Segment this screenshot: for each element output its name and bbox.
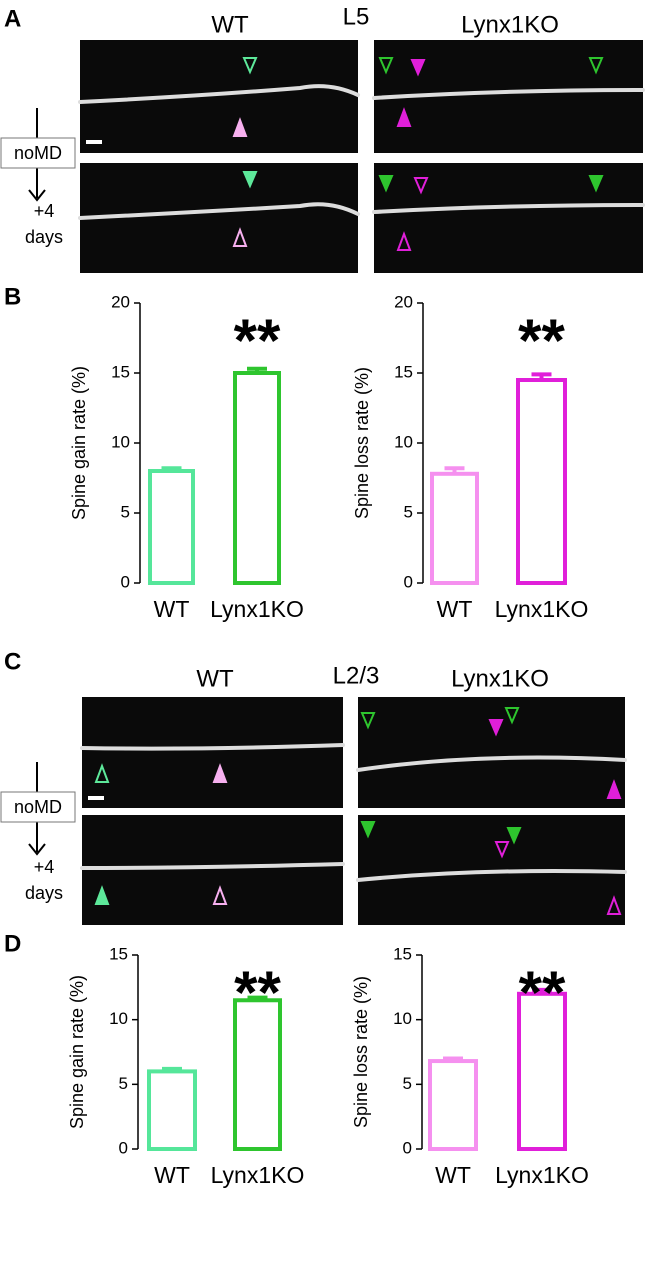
y-tick-label: 10 bbox=[393, 1009, 412, 1028]
condition-label: noMD bbox=[14, 143, 62, 163]
y-tick-label: 10 bbox=[111, 432, 130, 451]
error-bar bbox=[247, 995, 268, 1001]
x-tick-label: WT bbox=[154, 596, 190, 622]
image bbox=[374, 163, 643, 273]
image bbox=[358, 697, 625, 808]
y-axis-label: Spine loss rate (%) bbox=[351, 976, 371, 1128]
y-tick-label: 10 bbox=[109, 1009, 128, 1028]
significance: ** bbox=[234, 307, 281, 374]
panel-letter: C bbox=[4, 648, 21, 675]
micrographs bbox=[78, 40, 645, 925]
y-tick-label: 10 bbox=[394, 432, 413, 451]
layer-label: L2/3 bbox=[333, 662, 380, 689]
y-tick-label: 0 bbox=[403, 1138, 412, 1157]
x-tick-label: Lynx1KO bbox=[210, 596, 304, 622]
image bbox=[82, 697, 343, 808]
image bbox=[80, 40, 358, 153]
error-bar bbox=[161, 466, 182, 471]
bar bbox=[516, 378, 567, 585]
bar bbox=[233, 371, 281, 585]
image bbox=[82, 815, 343, 925]
y-axis-label: Spine gain rate (%) bbox=[67, 975, 87, 1129]
y-axis-label: Spine gain rate (%) bbox=[69, 366, 89, 520]
y-tick-label: 15 bbox=[109, 944, 128, 963]
bar bbox=[148, 469, 195, 585]
bar bbox=[430, 471, 479, 585]
x-tick-label: Lynx1KO bbox=[495, 596, 589, 622]
panel-letter: B bbox=[4, 283, 21, 310]
dendrites bbox=[78, 84, 645, 882]
error-bar bbox=[162, 1066, 182, 1072]
y-tick-label: 20 bbox=[111, 292, 130, 311]
bar bbox=[428, 1059, 478, 1152]
y-tick-label: 20 bbox=[394, 292, 413, 311]
y-tick-label: 15 bbox=[394, 362, 413, 381]
y-tick-label: 0 bbox=[404, 572, 413, 591]
y-tick-label: 0 bbox=[121, 572, 130, 591]
group-label: WT bbox=[196, 665, 234, 692]
panel-letter: A bbox=[4, 5, 21, 32]
x-tick-label: Lynx1KO bbox=[495, 1162, 589, 1188]
error-bar bbox=[531, 372, 552, 380]
arrowheads bbox=[94, 57, 622, 915]
y-axis-label: Spine loss rate (%) bbox=[352, 367, 372, 519]
condition-label: days bbox=[25, 227, 63, 247]
group-label: Lynx1KO bbox=[461, 11, 559, 38]
error-bar bbox=[444, 466, 465, 474]
significance: ** bbox=[234, 959, 281, 1026]
y-tick-label: 5 bbox=[121, 502, 130, 521]
x-tick-label: Lynx1KO bbox=[211, 1162, 305, 1188]
y-tick-label: 5 bbox=[119, 1074, 128, 1093]
condition-label: +4 bbox=[34, 857, 55, 877]
bar bbox=[147, 1069, 197, 1152]
y-tick-label: 5 bbox=[403, 1074, 412, 1093]
x-tick-label: WT bbox=[154, 1162, 190, 1188]
condition-label: +4 bbox=[34, 201, 55, 221]
error-bar bbox=[532, 987, 552, 994]
bar bbox=[517, 991, 567, 1151]
group-label: Lynx1KO bbox=[451, 665, 549, 692]
scale-bar bbox=[88, 796, 104, 800]
y-tick-label: 0 bbox=[119, 1138, 128, 1157]
x-tick-label: WT bbox=[437, 596, 473, 622]
error-bar bbox=[443, 1056, 463, 1062]
timeline bbox=[0, 108, 76, 856]
y-tick-label: 15 bbox=[393, 944, 412, 963]
significance: ** bbox=[519, 959, 566, 1026]
condition-label: days bbox=[25, 883, 63, 903]
significance: ** bbox=[518, 307, 565, 374]
y-tick-label: 15 bbox=[111, 362, 130, 381]
error-bar bbox=[247, 366, 267, 373]
group-label: WT bbox=[211, 11, 249, 38]
condition-label: noMD bbox=[14, 797, 62, 817]
x-tick-label: WT bbox=[435, 1162, 471, 1188]
y-tick-label: 5 bbox=[404, 502, 413, 521]
panel-letter: D bbox=[4, 930, 21, 957]
layer-label: L5 bbox=[343, 3, 370, 30]
scale-bar bbox=[86, 140, 102, 144]
image bbox=[80, 163, 358, 273]
